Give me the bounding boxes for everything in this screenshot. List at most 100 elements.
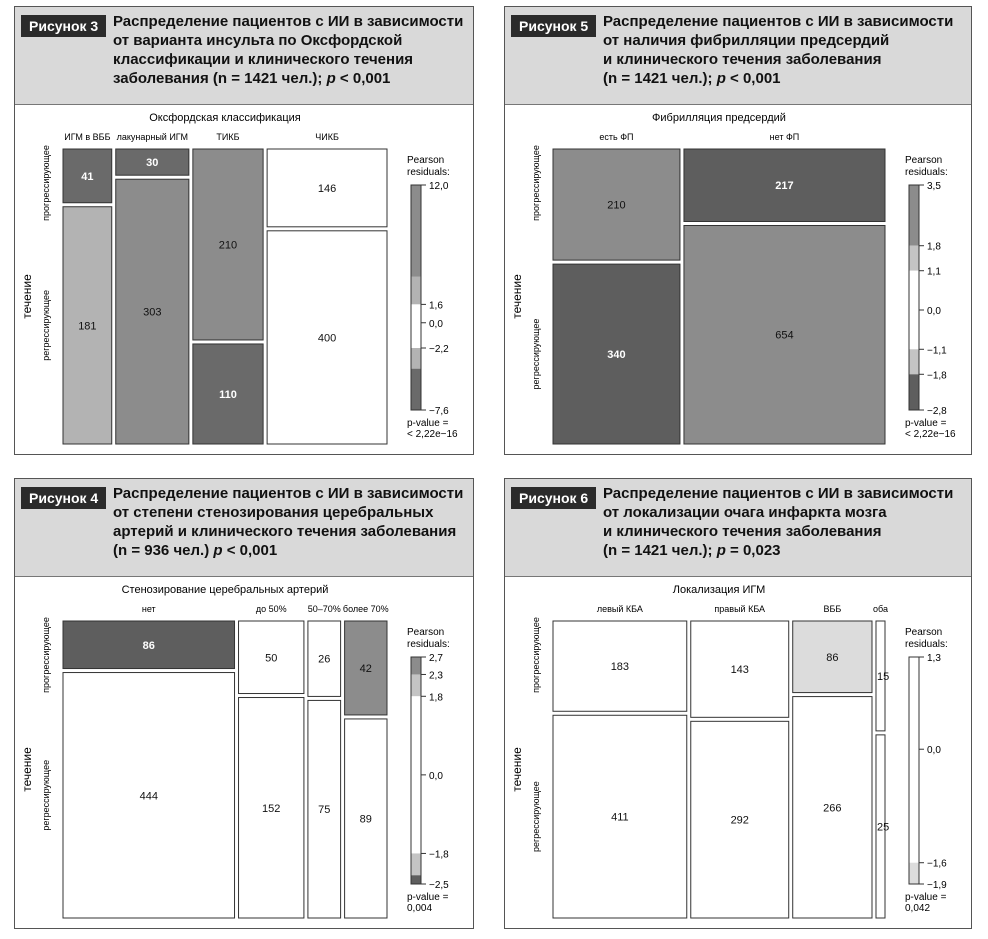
row-label: регрессирующее: [41, 760, 51, 831]
mosaic-cell: [792, 696, 873, 919]
legend-band: [909, 270, 919, 350]
category-label: ЧИКБ: [315, 132, 339, 142]
cell-value: 41: [81, 171, 93, 183]
mosaic-cell: [344, 718, 388, 919]
mosaic-cell: [792, 620, 873, 694]
legend-title: residuals:: [905, 167, 948, 178]
cell-value: 340: [607, 349, 625, 361]
legend-bar: [908, 656, 920, 885]
category-label: нет ФП: [770, 132, 800, 142]
legend-title: residuals:: [407, 639, 450, 650]
cell-value: 86: [826, 652, 838, 664]
cell-value: 400: [318, 332, 336, 344]
cell-value: 26: [318, 654, 330, 666]
mosaic-chart: Стенозирование церебральных артерий нет 86…: [20, 584, 450, 919]
legend-band: [411, 276, 421, 305]
legend-bar: [410, 656, 422, 885]
legend-tick-label: 0,0: [927, 306, 941, 317]
cell-value: 50: [265, 652, 277, 664]
category-label: более 70%: [343, 604, 389, 614]
p-value-label: p-value =: [407, 418, 449, 429]
mosaic-cell: [62, 206, 113, 445]
title-line: Распределение пациентов с ИИ в зависимос…: [113, 13, 464, 30]
legend-band: [411, 853, 421, 876]
p-value: < 2,22e−16: [407, 429, 458, 440]
title-line: от варианта инсульта по Оксфордской: [113, 32, 403, 49]
p-value: 0,004: [407, 903, 432, 914]
x-axis-title: Стенозирование церебральных артерий: [122, 584, 329, 596]
mosaic-chart: Фибрилляция предсердий есть ФП 210 340 нет Ф…: [510, 112, 956, 445]
mosaic-cell: [266, 230, 388, 445]
legend-tick-label: 3,5: [927, 181, 941, 192]
figure-header: Рисунок 5 Распределение пациентов с ИИ в…: [505, 7, 971, 105]
row-label: прогрессирующее: [531, 617, 541, 693]
title-line: и клинического течения заболевания: [603, 51, 882, 68]
category-label: левый КБА: [597, 604, 643, 614]
p-value: < 2,22e−16: [905, 429, 956, 440]
row-label: прогрессирующее: [41, 145, 51, 221]
legend-tick-label: 1,8: [927, 242, 941, 253]
legend-tick-label: 1,1: [927, 267, 941, 278]
legend-tick-label: 0,0: [429, 771, 443, 782]
mosaic-cell: [875, 620, 886, 732]
cell-value: 303: [143, 307, 161, 319]
category-label: ТИКБ: [216, 132, 239, 142]
mosaic-cell: [875, 734, 886, 919]
row-label: прогрессирующее: [531, 145, 541, 221]
mosaic-chart: Локализация ИГМ левый КБА 183 411 правый КБА…: [510, 584, 948, 919]
mosaic-cell: [192, 148, 264, 341]
legend-band: [909, 185, 919, 246]
category-label: есть ФП: [599, 132, 633, 142]
cell-value: 292: [731, 815, 749, 827]
x-axis-title: Оксфордская классификация: [149, 112, 301, 124]
category-label: до 50%: [256, 604, 287, 614]
figure-title: Распределение пациентов с ИИ в зависимос…: [113, 484, 465, 560]
cell-value: 210: [219, 239, 237, 251]
legend-tick-label: −2,5: [429, 880, 449, 891]
mosaic-cell: [192, 343, 264, 445]
title-line: от наличия фибрилляции предсердий: [603, 32, 890, 49]
title-line: Распределение пациентов с ИИ в зависимос…: [603, 13, 954, 30]
figure-label: Рисунок 6: [511, 487, 597, 509]
category-label: ВББ: [823, 604, 841, 614]
mosaic-cell: [552, 263, 681, 445]
x-axis-title: Фибрилляция предсердий: [652, 112, 786, 124]
mosaic-cell: [266, 148, 388, 228]
cell-value: 15: [877, 671, 889, 683]
mosaic-cell: [307, 699, 342, 919]
mosaic-cell: [62, 148, 113, 204]
legend-title: residuals:: [905, 639, 948, 650]
legend-tick-label: −1,8: [927, 370, 947, 381]
x-axis-title: Локализация ИГМ: [673, 584, 765, 596]
cell-value: 42: [360, 663, 372, 675]
cell-value: 75: [318, 804, 330, 816]
title-line: от степени стенозирования церебральных: [113, 504, 434, 521]
mosaic-cell: [552, 148, 681, 261]
title-line: (n = 1421 чел.); p = 0,023: [603, 542, 781, 559]
mosaic-cell: [62, 620, 236, 670]
legend-tick-label: 0,0: [927, 745, 941, 756]
legend-band: [909, 349, 919, 375]
legend-band: [909, 374, 919, 410]
cell-value: 25: [877, 821, 889, 833]
title-line: и клинического течения заболевания: [603, 523, 882, 540]
mosaic-cell: [115, 178, 190, 445]
legend-tick-label: 2,3: [429, 670, 443, 681]
figure-title: Распределение пациентов с ИИ в зависимос…: [113, 12, 465, 88]
legend-band: [411, 657, 421, 675]
category-label: 50–70%: [308, 604, 341, 614]
cell-value: 143: [731, 664, 749, 676]
cell-value: 181: [78, 320, 96, 332]
figure-header: Рисунок 3 Распределение пациентов с ИИ в…: [15, 7, 473, 105]
legend-band: [909, 862, 919, 884]
category-label: ИГМ в ВББ: [64, 132, 110, 142]
legend-tick-label: 12,0: [429, 181, 449, 192]
legend-band: [411, 696, 421, 854]
row-label: регрессирующее: [531, 319, 541, 390]
legend-band: [411, 304, 421, 349]
figure-header: Рисунок 6 Распределение пациентов с ИИ в…: [505, 479, 971, 577]
mosaic-cell: [690, 620, 790, 718]
y-axis-title: течение: [510, 274, 524, 319]
mosaic-chart: Оксфордская классификация ИГМ в ВББ 41 181 л…: [20, 112, 458, 445]
mosaic-cell: [115, 148, 190, 176]
